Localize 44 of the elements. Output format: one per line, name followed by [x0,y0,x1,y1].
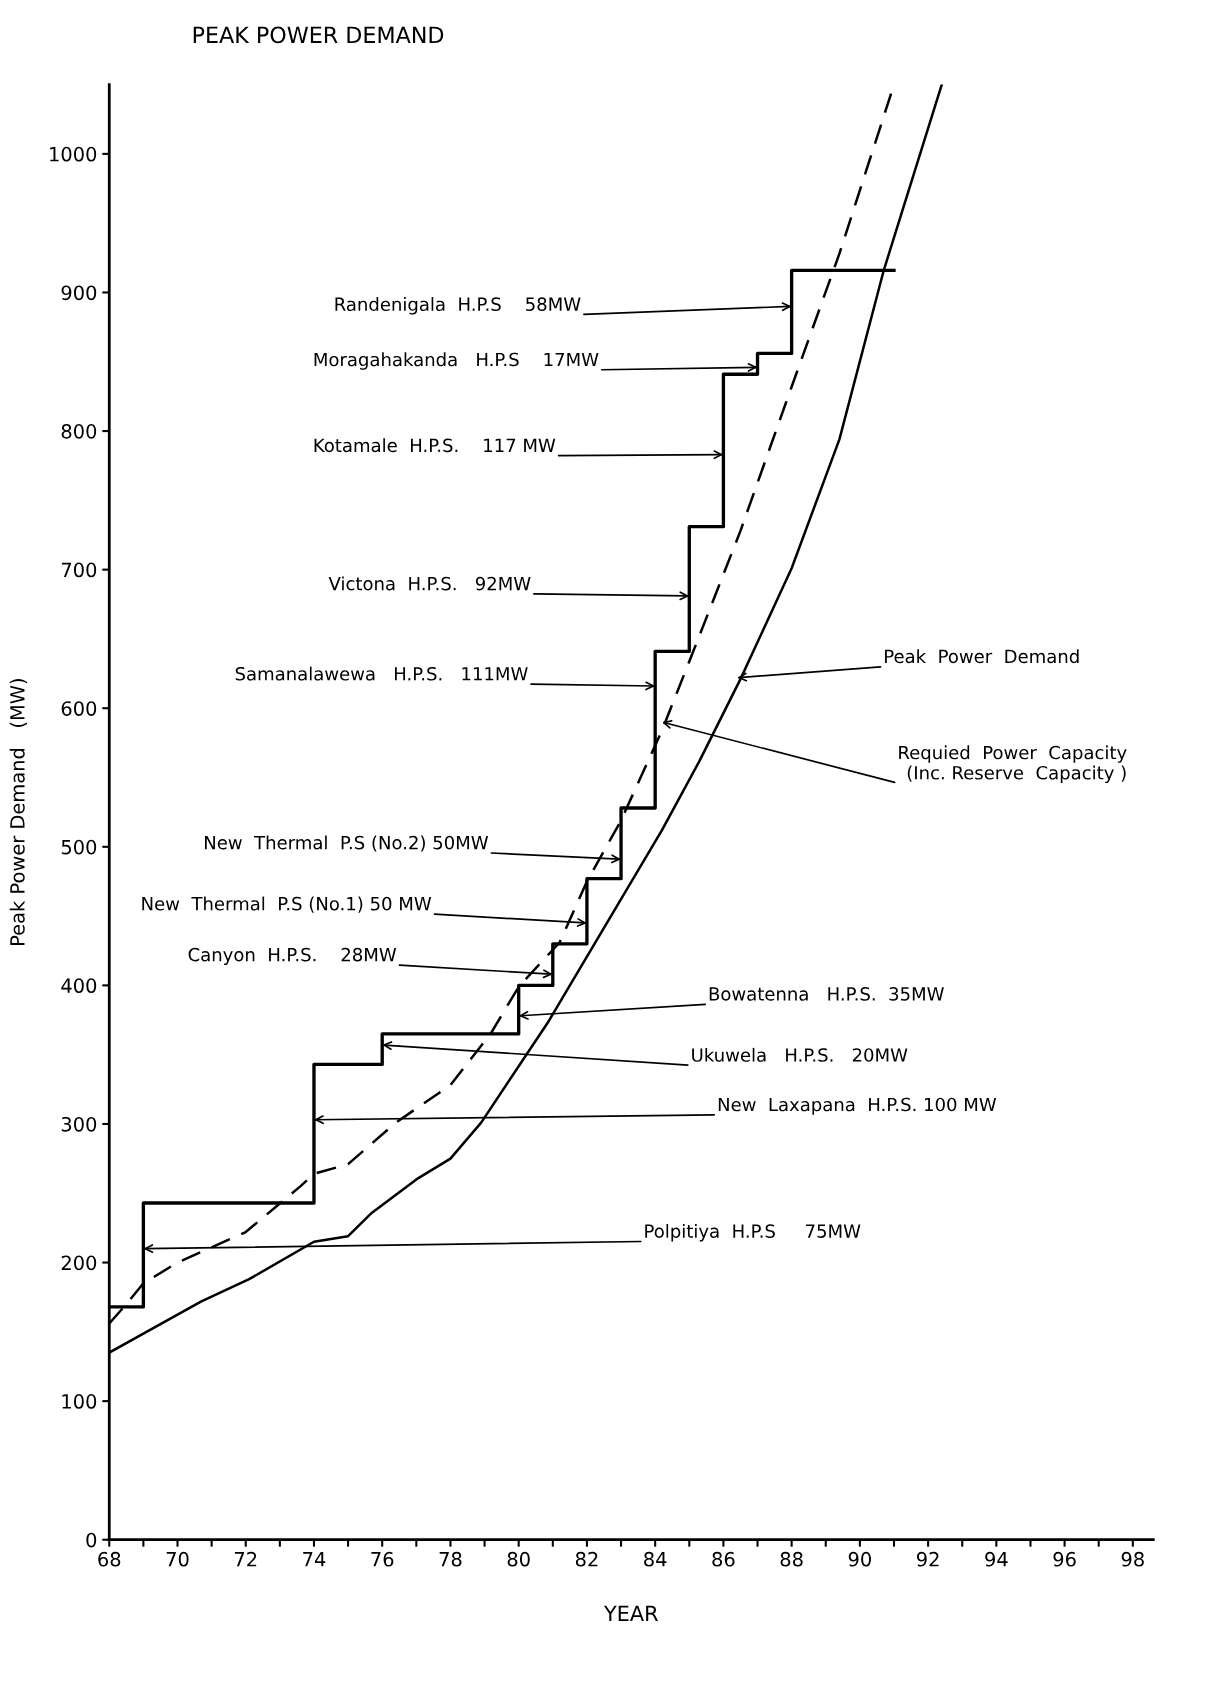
x-tick-label: 78 [439,1551,462,1567]
y-tick-label: 300 [61,1116,97,1132]
y-tick-label: 100 [62,1394,97,1409]
annotation: Bowatenna H.P.S. 35MW [709,987,944,1001]
y-tick-label: 800 [61,424,97,439]
x-axis-title: YEAR [603,1605,658,1621]
x-tick-label: 80 [507,1551,530,1567]
annotation: Polpitiya H.P.S 75MW [645,1223,861,1242]
annotation: Moragahakanda H.P.S 17MW [314,352,599,370]
y-tick-label: 1000 [50,146,97,162]
x-tick-label: 88 [780,1551,803,1567]
x-tick-label: 82 [575,1551,598,1567]
annotation: Kotamale H.P.S. 117 MW [314,438,556,453]
x-tick-label: 98 [1121,1551,1144,1567]
annotation: New Thermal P.S (No.2) 50MW [205,835,489,852]
x-tick-label: 90 [848,1551,871,1567]
x-tick-label: 68 [98,1551,121,1567]
y-axis-title: Peak Power Demand (MW) [9,679,28,945]
y-tick-label: 200 [61,1255,97,1271]
y-tick-label: 700 [61,562,97,578]
annotation: Samanalawewa H.P.S. 111MW [235,666,528,681]
x-tick-label: 84 [644,1551,667,1567]
x-tick-label: 94 [985,1551,1008,1567]
annotation: New Thermal P.S (No.1) 50 MW [142,896,432,913]
y-tick-label: 600 [61,701,97,716]
x-tick-label: 76 [371,1551,394,1567]
y-tick-label: 500 [61,839,97,855]
annotation: Canyon H.P.S. 28MW [188,947,397,965]
annotation: Victona H.P.S. 92MW [328,576,531,591]
annotation: Requied Power Capacity (Inc. Reserve Capacity ) [899,745,1127,784]
y-tick-label: 0 [86,1532,97,1548]
annotation: Peak Power Demand [885,649,1079,664]
x-tick-label: 86 [712,1551,735,1567]
y-tick-label: 900 [61,285,97,301]
y-tick-label: 400 [61,978,97,994]
x-tick-label: 74 [303,1552,326,1567]
annotation: Randenigala H.P.S 58MW [335,297,581,315]
x-tick-label: 70 [166,1551,189,1567]
x-tick-label: 72 [234,1551,257,1567]
chart-title: PEAK POWER DEMAND [193,26,444,44]
x-tick-label: 96 [1053,1551,1076,1567]
annotation: Ukuwela H.P.S. 20MW [692,1047,908,1062]
annotation: New Laxapana H.P.S. 100 MW [718,1097,997,1115]
x-tick-label: 92 [916,1551,939,1567]
